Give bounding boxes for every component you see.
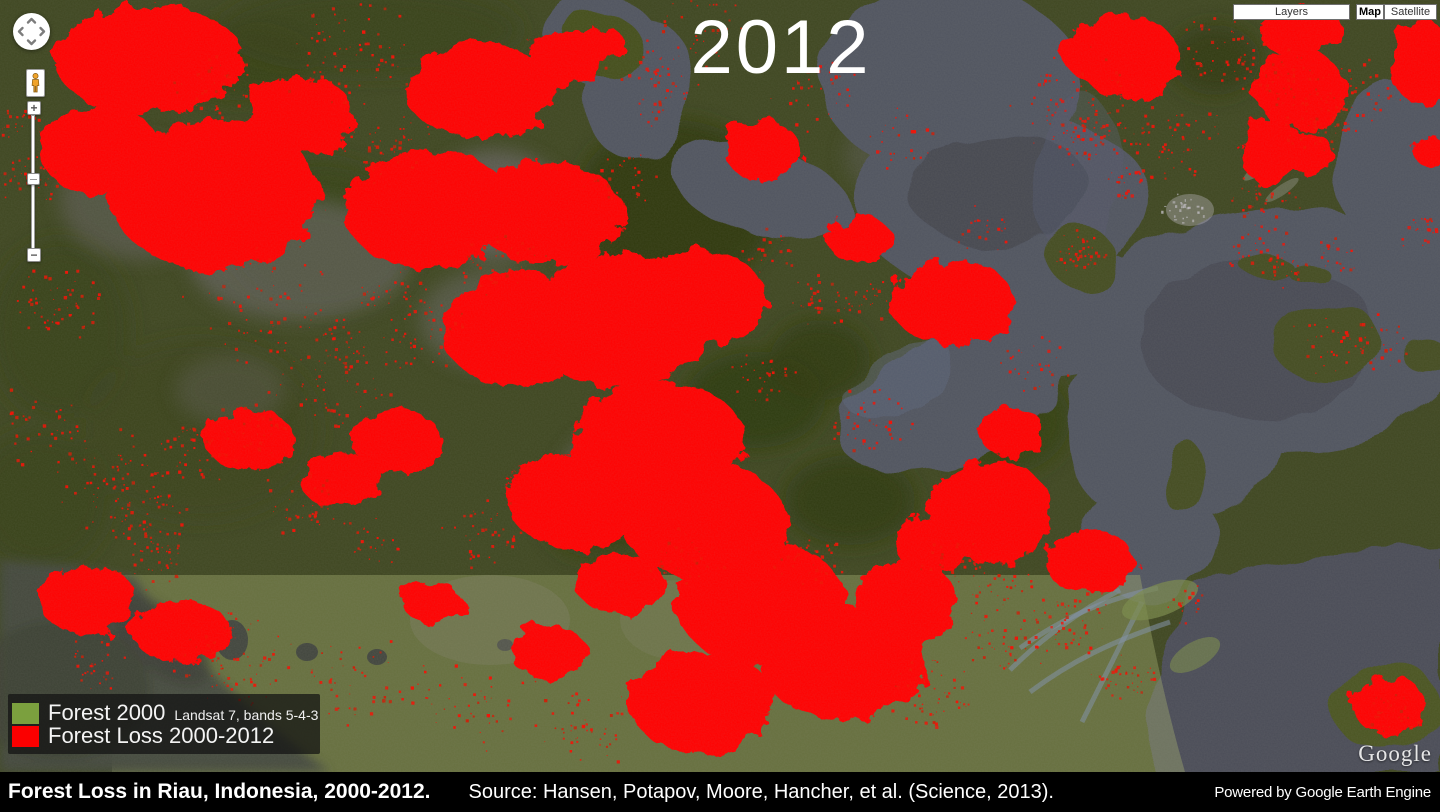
pan-up-icon: [26, 17, 37, 24]
pan-control[interactable]: [13, 13, 50, 50]
year-label: 2012: [690, 5, 872, 90]
map-type-button-satellite[interactable]: Satellite: [1384, 4, 1437, 20]
pan-right-icon: [39, 26, 46, 37]
google-logo[interactable]: Google: [1358, 741, 1432, 766]
pan-down-icon: [26, 39, 37, 46]
layers-dropdown[interactable]: Layers: [1233, 4, 1350, 20]
caption-bar: Forest Loss in Riau, Indonesia, 2000-201…: [0, 772, 1440, 812]
legend-row-loss: Forest Loss 2000-2012: [12, 725, 314, 747]
legend-swatch-forest: [12, 702, 39, 724]
pan-left-icon: [17, 26, 24, 37]
satellite-map-canvas[interactable]: [0, 0, 1440, 772]
map-viewport[interactable]: 2012 + − Layers Map: [0, 0, 1440, 772]
zoom-slider-handle[interactable]: [27, 173, 40, 185]
caption-title: Forest Loss in Riau, Indonesia, 2000-201…: [8, 780, 431, 803]
pegman-icon: [31, 73, 40, 93]
caption-source: Source: Hansen, Potapov, Moore, Hancher,…: [468, 780, 1054, 803]
caption-powered-by: Powered by Google Earth Engine: [1214, 783, 1431, 801]
legend: Forest 2000 Landsat 7, bands 5-4-3 Fores…: [8, 694, 320, 754]
pegman-button[interactable]: [26, 69, 45, 97]
zoom-out-button[interactable]: −: [27, 248, 41, 262]
pan-arrows-icon: [17, 17, 46, 46]
legend-swatch-loss: [12, 725, 39, 747]
legend-label-loss: Forest Loss 2000-2012: [48, 723, 275, 748]
legend-note-landsat: Landsat 7, bands 5-4-3: [174, 707, 319, 723]
zoom-in-button[interactable]: +: [27, 101, 41, 115]
legend-label-forest: Forest 2000: [48, 700, 166, 725]
legend-row-forest: Forest 2000 Landsat 7, bands 5-4-3: [12, 700, 318, 725]
map-type-button-map[interactable]: Map: [1356, 4, 1384, 20]
